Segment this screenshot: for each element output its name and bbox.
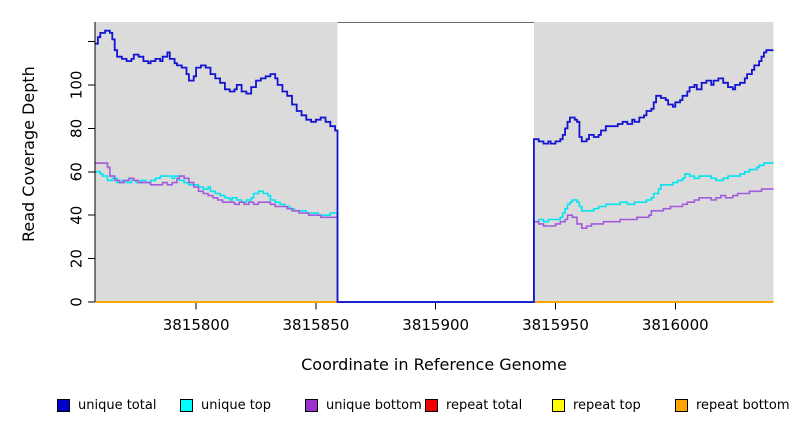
y-tick-label: 40 xyxy=(67,206,85,225)
series-line-unique-top xyxy=(95,162,774,303)
x-axis-title: Coordinate in Reference Genome xyxy=(301,355,567,374)
y-tick-label: 80 xyxy=(67,119,85,138)
coverage-gap xyxy=(337,22,534,302)
y-tick-label: 0 xyxy=(67,297,85,307)
tick-labels: 3815800 3815850 3815900 3815950 3816000 0 20 40… xyxy=(67,71,708,334)
x-tick-label: 3815950 xyxy=(522,316,589,334)
y-tick-label: 60 xyxy=(67,162,85,181)
x-tick-label: 3816000 xyxy=(642,316,709,334)
x-tick-label: 3815800 xyxy=(163,316,230,334)
y-tick-label: 100 xyxy=(67,71,85,100)
y-tick-label: 20 xyxy=(67,249,85,268)
y-axis-title: Read Coverage Depth xyxy=(19,66,38,242)
series-line-unique-bottom xyxy=(95,162,774,303)
x-tick-label: 3815850 xyxy=(283,316,350,334)
series-line-unique-total xyxy=(95,29,774,303)
x-tick-label: 3815900 xyxy=(402,316,469,334)
